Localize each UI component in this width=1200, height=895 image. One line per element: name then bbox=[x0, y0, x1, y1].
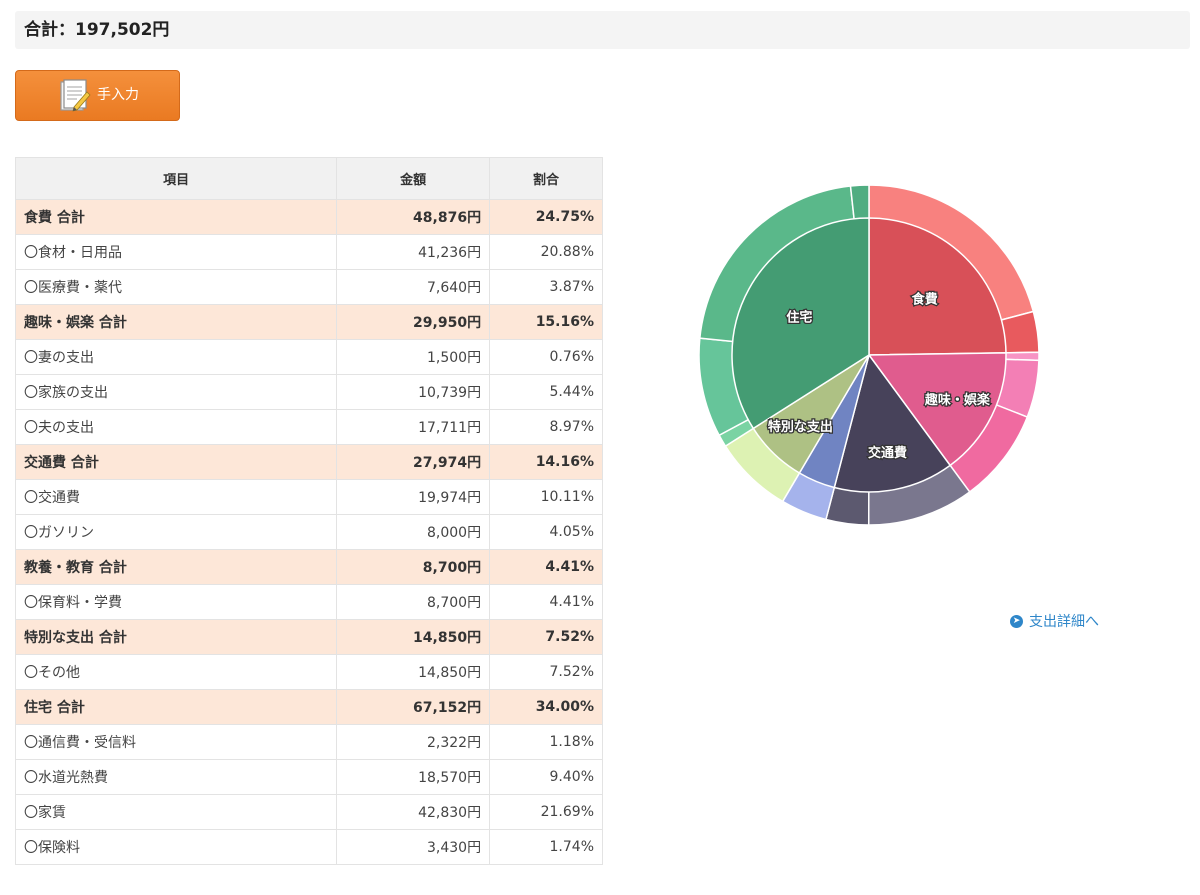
row-item-name: 〇通信費・受信料 bbox=[14, 724, 338, 760]
table-row: 〇保険料 3,430円 1.74% bbox=[14, 829, 603, 865]
row-ratio: 8.97% bbox=[489, 409, 603, 445]
row-ratio: 1.74% bbox=[489, 829, 603, 865]
row-ratio: 4.41% bbox=[489, 584, 603, 620]
document-pencil-icon bbox=[60, 78, 91, 112]
table-header-row: 項目 金額 割合 bbox=[14, 157, 603, 200]
row-amount: 3,430円 bbox=[336, 829, 491, 865]
category-total-row: 住宅 合計 67,152円 34.00% bbox=[14, 689, 603, 725]
row-ratio: 7.52% bbox=[489, 619, 603, 655]
expense-detail-label: 支出詳細へ bbox=[1029, 614, 1099, 630]
row-ratio: 9.40% bbox=[489, 759, 603, 795]
category-total-row: 食費 合計 48,876円 24.75% bbox=[14, 199, 603, 235]
row-ratio: 15.16% bbox=[489, 304, 603, 340]
pie-slice-label: 趣味・娯楽 bbox=[924, 392, 991, 408]
expense-pie-chart: 食費趣味・娯楽交通費 特別な支出 住宅 bbox=[690, 175, 1050, 535]
row-item-name: 教養・教育 合計 bbox=[14, 549, 338, 585]
row-amount: 17,711円 bbox=[336, 409, 491, 445]
table-row: 〇その他 14,850円 7.52% bbox=[14, 654, 603, 690]
row-item-name: 〇食材・日用品 bbox=[14, 234, 338, 270]
pie-slice bbox=[731, 217, 870, 430]
table-row: 〇夫の支出 17,711円 8.97% bbox=[14, 409, 603, 445]
row-amount: 42,830円 bbox=[336, 794, 491, 830]
row-item-name: 〇ガソリン bbox=[14, 514, 338, 550]
row-item-name: 〇医療費・薬代 bbox=[14, 269, 338, 305]
row-amount: 29,950円 bbox=[336, 304, 491, 340]
row-amount: 14,850円 bbox=[336, 654, 491, 690]
table-row: 〇通信費・受信料 2,322円 1.18% bbox=[14, 724, 603, 760]
row-amount: 7,640円 bbox=[336, 269, 491, 305]
row-ratio: 3.87% bbox=[489, 269, 603, 305]
manual-input-label: 手入力 bbox=[97, 86, 139, 103]
row-ratio: 0.76% bbox=[489, 339, 603, 375]
pie-slice-label: 住宅 bbox=[786, 310, 812, 326]
row-amount: 48,876円 bbox=[336, 199, 491, 235]
row-amount: 14,850円 bbox=[336, 619, 491, 655]
row-amount: 18,570円 bbox=[336, 759, 491, 795]
row-ratio: 5.44% bbox=[489, 374, 603, 410]
row-item-name: 趣味・娯楽 合計 bbox=[14, 304, 338, 340]
pie-slice-label: 特別な支出 bbox=[768, 419, 833, 435]
row-ratio: 24.75% bbox=[489, 199, 603, 235]
pie-slice bbox=[833, 353, 952, 493]
row-item-name: 〇家賃 bbox=[14, 794, 338, 830]
arrow-circle-right-icon: ➤ bbox=[1010, 614, 1023, 628]
table-row: 〇水道光熱費 18,570円 9.40% bbox=[14, 759, 603, 795]
pie-slice-label: 交通費 bbox=[868, 445, 907, 461]
row-ratio: 4.05% bbox=[489, 514, 603, 550]
header-amount: 金額 bbox=[336, 157, 491, 200]
row-item-name: 〇水道光熱費 bbox=[14, 759, 338, 795]
pie-slice bbox=[868, 217, 1007, 356]
pie-slice bbox=[867, 352, 1007, 467]
row-item-name: 食費 合計 bbox=[14, 199, 338, 235]
table-row: 〇交通費 19,974円 10.11% bbox=[14, 479, 603, 515]
table-row: 〇ガソリン 8,000円 4.05% bbox=[14, 514, 603, 550]
row-ratio: 10.11% bbox=[489, 479, 603, 515]
row-item-name: 特別な支出 合計 bbox=[14, 619, 338, 655]
row-item-name: 〇妻の支出 bbox=[14, 339, 338, 375]
category-total-row: 特別な支出 合計 14,850円 7.52% bbox=[14, 619, 603, 655]
expense-table: 項目 金額 割合 食費 合計 48,876円 24.75% 〇食材・日用品 41,236… bbox=[14, 157, 603, 865]
row-item-name: 〇保険料 bbox=[14, 829, 338, 865]
row-item-name: 〇家族の支出 bbox=[14, 374, 338, 410]
row-item-name: 〇保育料・学費 bbox=[14, 584, 338, 620]
row-item-name: 〇夫の支出 bbox=[14, 409, 338, 445]
row-amount: 10,739円 bbox=[336, 374, 491, 410]
row-ratio: 4.41% bbox=[489, 549, 603, 585]
row-amount: 41,236円 bbox=[336, 234, 491, 270]
header-ratio: 割合 bbox=[489, 157, 603, 200]
row-ratio: 21.69% bbox=[489, 794, 603, 830]
table-row: 〇家賃 42,830円 21.69% bbox=[14, 794, 603, 830]
total-summary: 合計：197,502円 bbox=[15, 11, 1190, 49]
table-row: 〇医療費・薬代 7,640円 3.87% bbox=[14, 269, 603, 305]
row-amount: 2,322円 bbox=[336, 724, 491, 760]
table-row: 〇食材・日用品 41,236円 20.88% bbox=[14, 234, 603, 270]
row-ratio: 34.00% bbox=[489, 689, 603, 725]
row-amount: 19,974円 bbox=[336, 479, 491, 515]
table-row: 〇家族の支出 10,739円 5.44% bbox=[14, 374, 603, 410]
row-ratio: 14.16% bbox=[489, 444, 603, 480]
row-ratio: 20.88% bbox=[489, 234, 603, 270]
category-total-row: 趣味・娯楽 合計 29,950円 15.16% bbox=[14, 304, 603, 340]
header-item: 項目 bbox=[14, 157, 338, 200]
row-amount: 8,700円 bbox=[336, 584, 491, 620]
category-total-row: 交通費 合計 27,974円 14.16% bbox=[14, 444, 603, 480]
row-amount: 8,700円 bbox=[336, 549, 491, 585]
row-item-name: 住宅 合計 bbox=[14, 689, 338, 725]
row-item-name: 〇交通費 bbox=[14, 479, 338, 515]
table-row: 〇保育料・学費 8,700円 4.41% bbox=[14, 584, 603, 620]
pie-slice-label: 食費 bbox=[912, 291, 938, 307]
row-ratio: 1.18% bbox=[489, 724, 603, 760]
row-amount: 67,152円 bbox=[336, 689, 491, 725]
row-ratio: 7.52% bbox=[489, 654, 603, 690]
table-row: 〇妻の支出 1,500円 0.76% bbox=[14, 339, 603, 375]
row-amount: 1,500円 bbox=[336, 339, 491, 375]
category-total-row: 教養・教育 合計 8,700円 4.41% bbox=[14, 549, 603, 585]
row-item-name: 交通費 合計 bbox=[14, 444, 338, 480]
expense-detail-link[interactable]: ➤ 支出詳細へ bbox=[1010, 611, 1099, 631]
manual-input-button[interactable]: 手入力 bbox=[15, 70, 180, 121]
row-amount: 27,974円 bbox=[336, 444, 491, 480]
row-item-name: 〇その他 bbox=[14, 654, 338, 690]
row-amount: 8,000円 bbox=[336, 514, 491, 550]
